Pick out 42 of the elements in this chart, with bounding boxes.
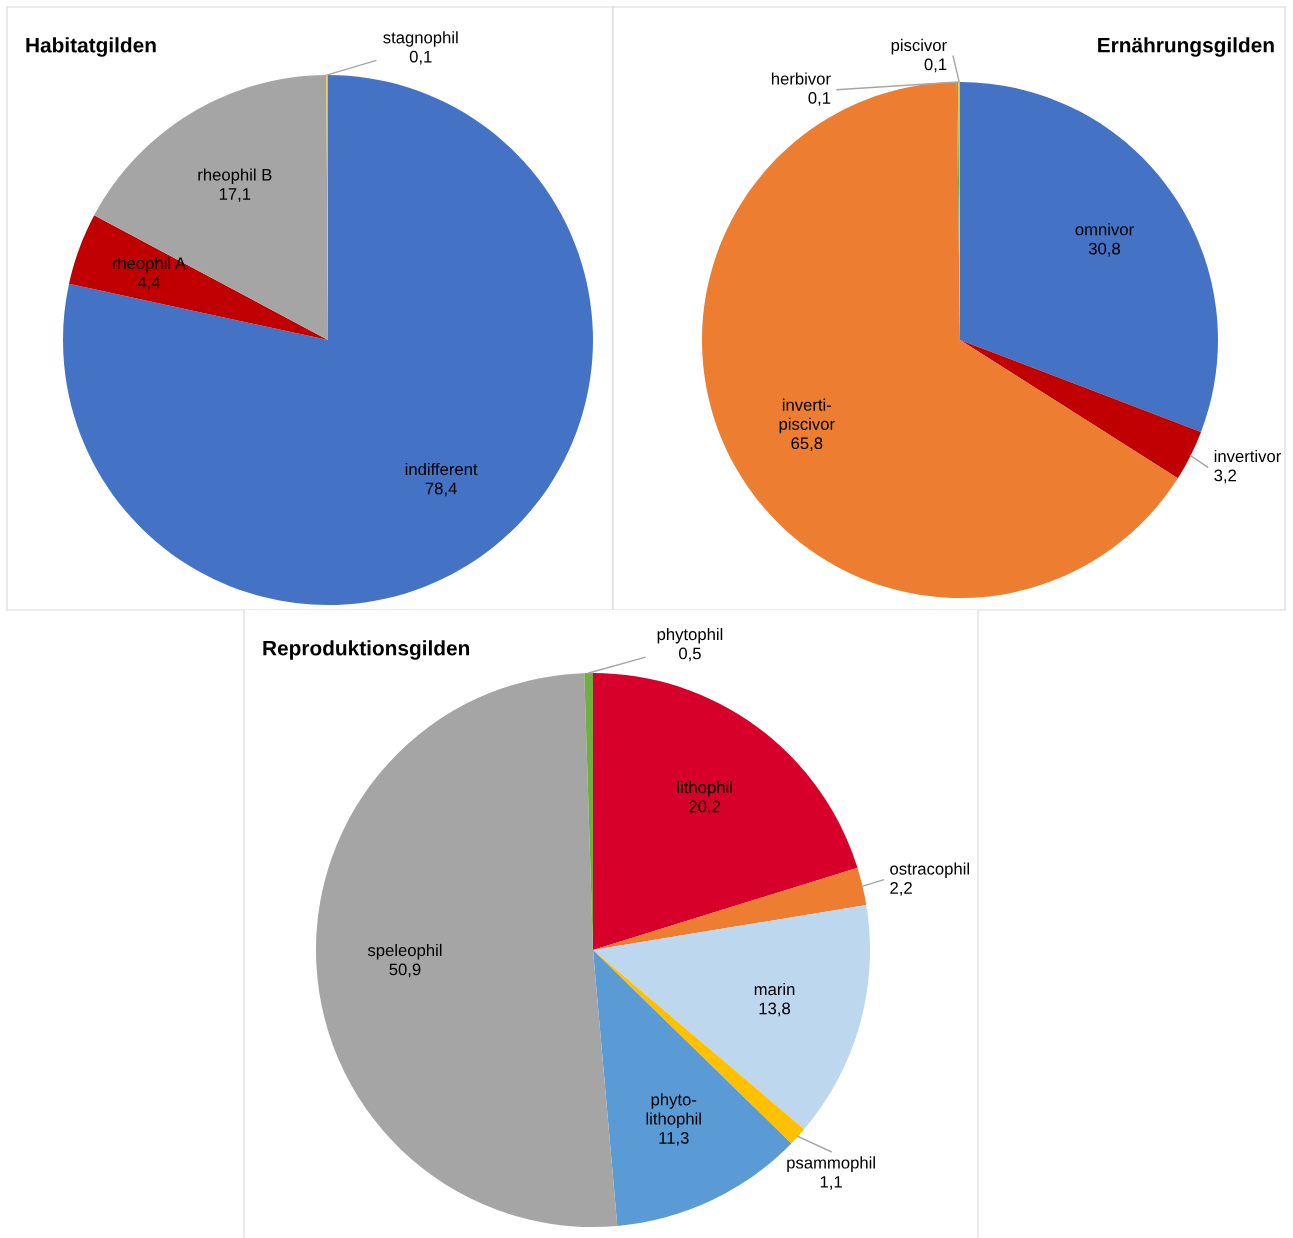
data-label: 2,2: [890, 882, 912, 896]
pie-slice: [593, 904, 870, 1130]
slice-label: phytophil: [657, 627, 723, 644]
data-label: 4,4: [137, 276, 160, 291]
data-label: 50,9: [389, 963, 421, 978]
data-label: 17,1: [219, 188, 251, 202]
slice-label: piscivor: [891, 38, 947, 55]
pie-slice: [593, 673, 858, 950]
data-label: 0,1: [924, 58, 947, 73]
data-label: 0,1: [409, 50, 432, 65]
pie-slice: [960, 340, 1202, 479]
slice-label: speleophil: [367, 943, 442, 960]
data-label: 0,5: [679, 647, 701, 662]
data-label: 30,8: [1088, 242, 1120, 257]
data-label: 13,8: [759, 1002, 791, 1017]
data-label: 3,2: [1214, 469, 1236, 484]
slice-label: phyto- lithophil: [646, 1093, 701, 1128]
slice-label: herbivor: [771, 72, 831, 85]
data-label: 0,1: [808, 91, 831, 106]
slice-label: inverti- piscivor: [779, 398, 835, 434]
text: Reproduktionsgilden: [263, 640, 470, 660]
slice-label: marin: [754, 982, 795, 996]
data-label: 78,4: [425, 482, 457, 497]
data-label: 65,8: [791, 437, 823, 452]
slice-label: lithophil: [677, 780, 732, 797]
data-label: 1,1: [820, 1176, 842, 1190]
data-label: 20,2: [689, 800, 721, 815]
pie-slice: [69, 215, 328, 340]
pie-slice: [960, 82, 1218, 432]
slice-label: omnivor: [1075, 223, 1134, 236]
slice-label: indifferent: [405, 462, 478, 476]
slice-label: psammophil: [787, 1156, 875, 1172]
pie-slice: [316, 673, 618, 1227]
slice-label: invertivor: [1214, 449, 1282, 463]
chart-title: Habitatgilden: [26, 37, 156, 57]
chart-title: Ernährungsgilden: [1098, 37, 1274, 57]
slice-label: stagnophil: [383, 31, 458, 47]
data-label: 11,3: [659, 1132, 689, 1146]
slice-label: rheophil B: [198, 168, 272, 184]
slice-label: ostracophil: [890, 862, 969, 878]
pie-slice: [63, 75, 593, 605]
pie-slice: [593, 867, 867, 950]
